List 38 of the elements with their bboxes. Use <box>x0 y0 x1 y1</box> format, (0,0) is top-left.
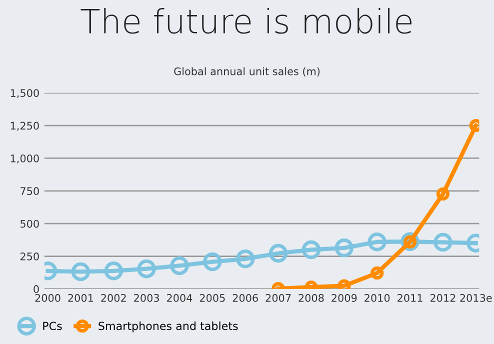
chart-title: The future is mobile <box>80 8 412 34</box>
x-tick-label: 2001 <box>68 294 93 302</box>
x-tick-label: 2012 <box>430 294 456 302</box>
point <box>334 238 354 258</box>
x-tick-label: 2005 <box>200 294 225 302</box>
x-tick-label: 2007 <box>266 294 291 302</box>
y-tick-label: 1,500 <box>10 89 39 98</box>
legend-label: PCs <box>43 322 62 330</box>
legend-label: Smartphones and tablets <box>98 322 238 332</box>
point <box>436 187 450 201</box>
y-tick-label: 0 <box>34 285 39 294</box>
point <box>104 262 123 280</box>
point <box>368 232 386 252</box>
point <box>370 266 384 280</box>
point <box>137 259 156 278</box>
x-tick-label: 2008 <box>298 294 324 302</box>
point <box>170 256 189 276</box>
y-tick-label: 1,250 <box>10 122 39 131</box>
point <box>434 232 452 252</box>
x-tick-label: 2003 <box>134 294 159 302</box>
chart-subtitle: Global annual unit sales (m) <box>174 67 320 76</box>
y-tick-label: 1,000 <box>10 154 39 164</box>
point <box>302 240 321 260</box>
y-tick-label: 250 <box>20 252 39 260</box>
x-tick-label: 2011 <box>398 294 422 302</box>
y-tick-label: 750 <box>20 187 39 196</box>
x-tick-label: 2013e <box>460 294 492 302</box>
x-tick-label: 2010 <box>364 294 390 302</box>
y-tick-label: 500 <box>20 220 39 228</box>
x-tick-label: 2006 <box>232 294 258 302</box>
x-tick-label: 2002 <box>101 294 126 302</box>
point <box>71 262 90 282</box>
x-tick-label: 2004 <box>166 294 192 302</box>
x-tick-label: 2000 <box>35 294 60 302</box>
x-tick-label: 2009 <box>332 294 357 302</box>
point <box>203 252 222 272</box>
point <box>236 250 255 268</box>
point <box>268 244 288 263</box>
